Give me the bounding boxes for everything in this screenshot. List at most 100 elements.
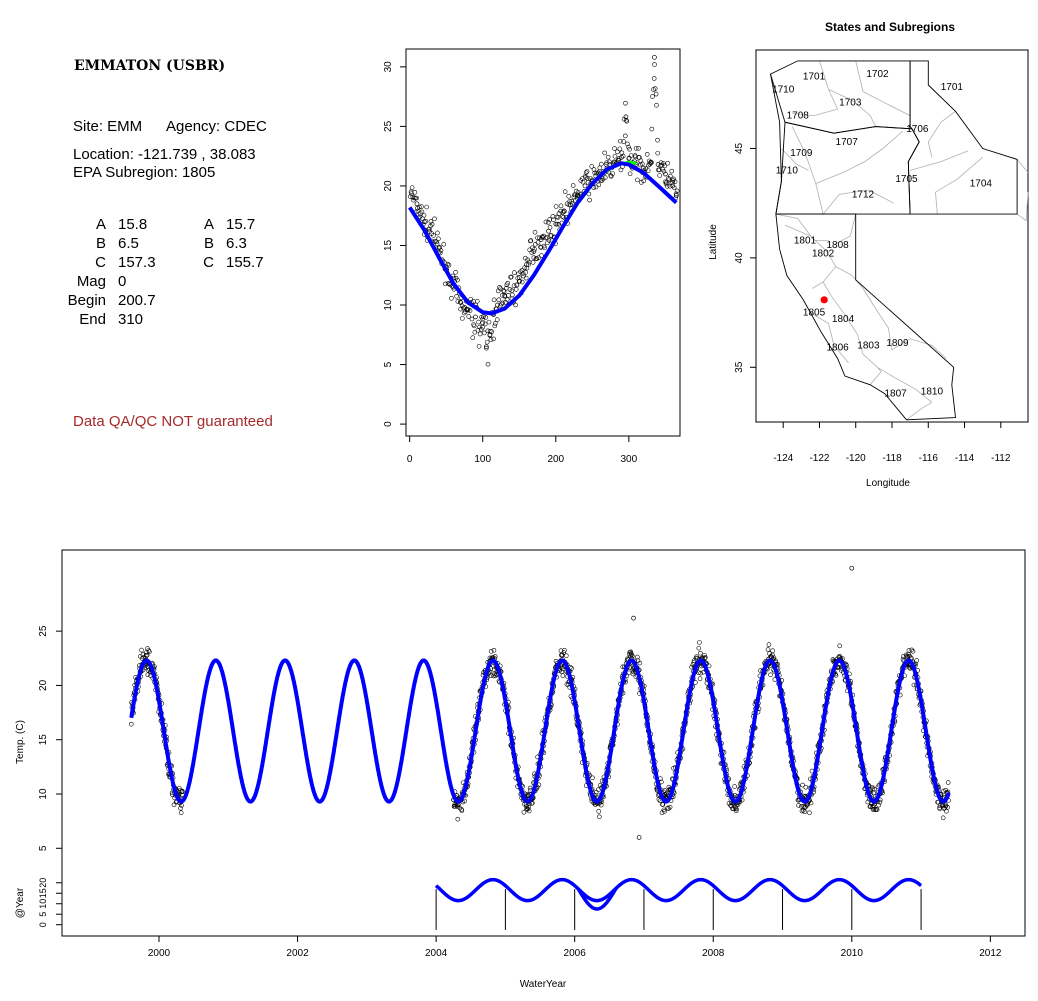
region-label-1801: 1801 [794, 235, 817, 246]
ts-point [698, 670, 703, 676]
doy-point [525, 257, 530, 263]
ts-y-tick-label: 10 [38, 788, 49, 800]
doy-point [419, 204, 424, 209]
map-y-tick-label: 35 [734, 361, 745, 373]
doy-point [414, 201, 420, 207]
region-boundary [828, 89, 877, 127]
ts-point [560, 673, 566, 679]
doy-point [655, 150, 661, 156]
ts-point [876, 802, 881, 808]
annual-curve [434, 877, 923, 903]
doy-point [655, 137, 660, 143]
doy-point [521, 273, 526, 279]
state-outline [775, 213, 957, 421]
doy-point [587, 176, 593, 181]
region-boundary [833, 214, 857, 246]
doy-point [508, 274, 514, 280]
ts-point [628, 649, 634, 655]
doy-point [653, 91, 659, 97]
ts-point [849, 565, 855, 571]
doy-scatter-chart: 0 100 200 300 0 5 10 15 20 25 30 [383, 48, 681, 465]
ts-point [872, 786, 877, 792]
map-y-tick-label: 45 [734, 142, 745, 154]
param-key: C [95, 254, 106, 271]
doy-point [621, 139, 626, 144]
ts-point [666, 806, 671, 811]
doy-point [602, 150, 608, 156]
map-x-axis: -124 -122 -120 -118 -116 -114 -112 [773, 422, 1011, 464]
ts-point [665, 805, 670, 811]
param-value: 6.5 [118, 235, 139, 252]
param-value: 200.7 [118, 292, 156, 309]
param-value: 15.7 [226, 216, 256, 233]
site-marker [820, 296, 828, 304]
doy-y-tick-label: 30 [383, 61, 394, 73]
doy-point [511, 270, 517, 275]
doy-point [461, 310, 467, 316]
doy-point [530, 245, 535, 251]
subregion-label: EPA Subregion: 1805 [73, 164, 216, 181]
doy-point [556, 221, 562, 227]
region-boundary [775, 213, 829, 241]
ts-point [590, 775, 595, 781]
doy-point [496, 297, 502, 303]
ts-x-tick-label: 2012 [979, 948, 1002, 959]
ts-point [597, 782, 603, 788]
disclaimer-text: Data QA/QC NOT guaranteed [73, 413, 273, 430]
ts-point [491, 648, 497, 653]
map-xlabel: Longitude [866, 478, 910, 489]
doy-point [623, 117, 629, 123]
ts-point [865, 799, 871, 805]
map-x-tick-label: -120 [846, 453, 866, 464]
ts-point [733, 808, 739, 814]
doy-point [499, 301, 504, 307]
coastline [770, 74, 907, 421]
ts-point [697, 640, 702, 645]
ts-point [909, 647, 915, 653]
doy-point [493, 321, 498, 326]
doy-point [623, 133, 628, 139]
doy-point [654, 102, 659, 108]
ts-point [144, 652, 150, 658]
region-boundary [877, 366, 933, 403]
doy-point [651, 76, 657, 81]
doy-point [449, 296, 454, 301]
doy-point [506, 293, 511, 298]
doy-point [484, 344, 489, 350]
ts-point [597, 814, 602, 820]
region-label-1706: 1706 [906, 124, 929, 135]
doy-point [489, 329, 494, 335]
doy-point [519, 268, 525, 273]
ts-point [462, 798, 467, 804]
doy-point [593, 184, 599, 190]
doy-point [669, 168, 675, 174]
ts-point [910, 648, 916, 654]
doy-point [547, 225, 553, 230]
doy-point [617, 146, 623, 152]
doy-point [486, 319, 492, 325]
ts-point [637, 660, 643, 666]
doy-point [466, 314, 472, 319]
ts-point [914, 658, 920, 663]
doy-point [627, 146, 632, 152]
agency-label: Agency: CDEC [166, 118, 267, 135]
doy-point [649, 126, 655, 132]
doy-point [665, 160, 671, 166]
doy-point [514, 282, 520, 288]
ts-point [176, 786, 182, 791]
ts-point [139, 647, 144, 653]
doy-point [516, 275, 522, 280]
doy-point [591, 167, 597, 172]
param-value: 0 [118, 273, 127, 290]
doy-point [671, 176, 676, 182]
region-label-1806: 1806 [826, 343, 849, 354]
region-label-1703: 1703 [839, 98, 862, 109]
doy-point [671, 185, 677, 190]
doy-point [497, 285, 502, 290]
doy-point [645, 168, 651, 173]
doy-y-axis: 0 5 10 15 20 25 30 [383, 61, 406, 427]
doy-point [446, 262, 452, 268]
doy-point [474, 298, 480, 304]
